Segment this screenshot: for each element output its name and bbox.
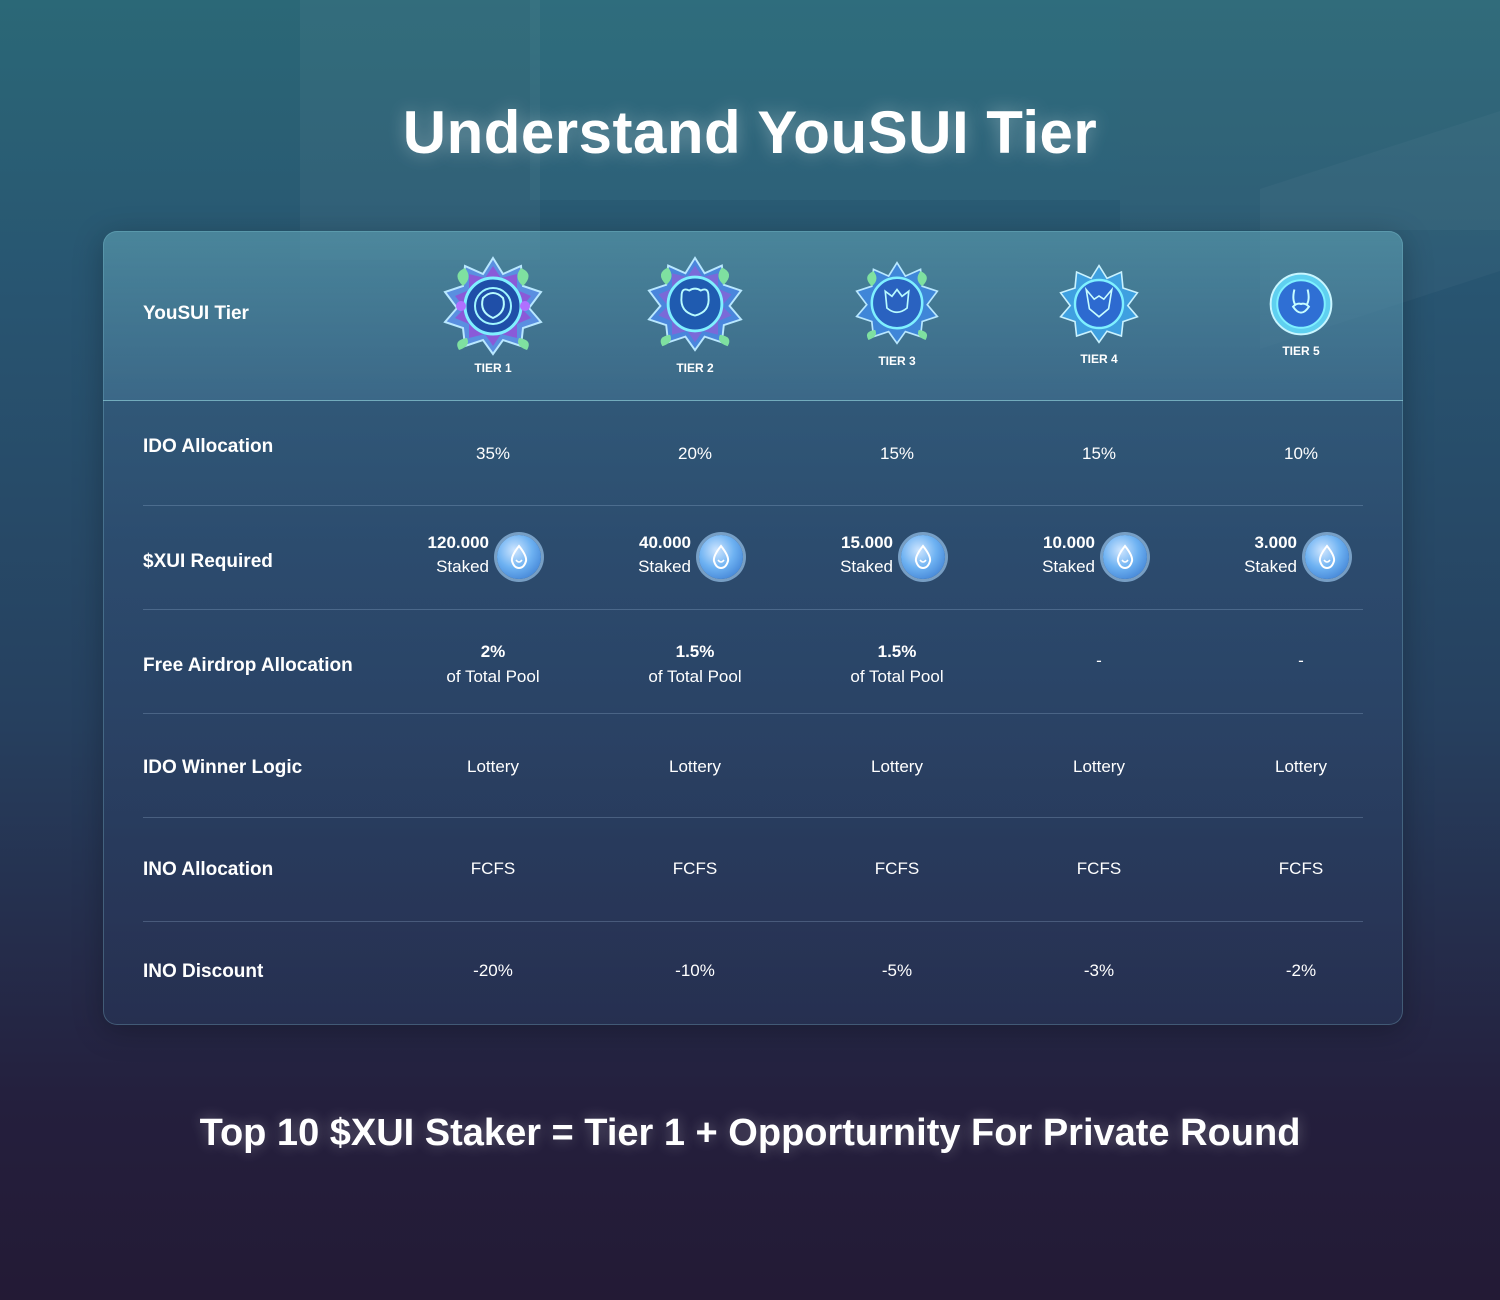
ino-allocation-tier-1: FCFS (470, 859, 516, 878)
bear-emblem-icon (647, 256, 743, 352)
free-airdrop-tier-2: 1.5% of Total Pool (648, 642, 742, 686)
row-divider (143, 713, 1363, 714)
free-airdrop-tier-4: - (1096, 651, 1102, 670)
ino-discount-tier-3: -5% (881, 961, 913, 980)
xui-required-tier-3: 15.000 Staked (797, 531, 997, 587)
row-label-xui-required: $XUI Required (143, 551, 273, 572)
tier-3-caption: TIER 3 (878, 354, 916, 368)
ino-allocation-tier-3: FCFS (874, 859, 920, 878)
tier-table: YouSUI Tier TIER 1 TIER 2 TI (103, 231, 1403, 1025)
row-label-ido-allocation: IDO Allocation (143, 436, 274, 457)
lion-emblem-icon (855, 261, 939, 345)
free-airdrop-tier-1: 2% of Total Pool (446, 642, 540, 686)
bear-emblem-icon (443, 256, 543, 356)
fox-emblem-icon (1059, 264, 1139, 344)
tier-2-caption: TIER 2 (676, 361, 714, 375)
row-label-free-airdrop: Free Airdrop Allocation (143, 655, 353, 676)
footer-note: Top 10 $XUI Staker = Tier 1 + Opporturni… (199, 1112, 1301, 1154)
row-divider (143, 505, 1363, 506)
xui-required-tier-4: 10.000 Staked (999, 531, 1199, 587)
tier-5-caption: TIER 5 (1282, 344, 1320, 358)
sui-drop-coin-icon (699, 535, 743, 579)
rabbit-emblem-icon (1269, 272, 1333, 336)
page-title: Understand YouSUI Tier (402, 99, 1098, 166)
ino-allocation-tier-5: FCFS (1278, 859, 1324, 878)
row-label-ido-winner-logic: IDO Winner Logic (143, 757, 303, 778)
xui-required-tier-2: 40.000 Staked (595, 531, 795, 587)
free-airdrop-tier-3: 1.5% of Total Pool (850, 642, 944, 686)
ido-allocation-tier-2: 20% (677, 444, 713, 463)
row-divider (143, 817, 1363, 818)
tier-4-caption: TIER 4 (1080, 352, 1118, 366)
ido-allocation-tier-1: 35% (475, 444, 511, 463)
header-label: YouSUI Tier (143, 303, 249, 324)
ino-discount-tier-5: -2% (1285, 961, 1317, 980)
row-label-ino-discount: INO Discount (143, 961, 264, 982)
free-airdrop-tier-5: - (1298, 651, 1304, 670)
ino-allocation-tier-2: FCFS (672, 859, 718, 878)
row-label-ino-allocation: INO Allocation (143, 859, 274, 880)
sui-drop-coin-icon (901, 535, 945, 579)
ido-allocation-tier-3: 15% (879, 444, 915, 463)
ido-winner-logic-tier-2: Lottery (669, 757, 721, 776)
row-divider (143, 921, 1363, 922)
xui-required-tier-1: 120.000 Staked (393, 531, 593, 587)
row-divider (143, 609, 1363, 610)
ido-winner-logic-tier-5: Lottery (1275, 757, 1327, 776)
ido-winner-logic-tier-3: Lottery (871, 757, 923, 776)
ido-winner-logic-tier-1: Lottery (467, 757, 519, 776)
ido-allocation-tier-4: 15% (1081, 444, 1117, 463)
sui-drop-coin-icon (1103, 535, 1147, 579)
ino-discount-tier-4: -3% (1083, 961, 1115, 980)
sui-drop-coin-icon (497, 535, 541, 579)
ino-discount-tier-1: -20% (473, 961, 513, 980)
ino-discount-tier-2: -10% (675, 961, 715, 980)
tier-1-caption: TIER 1 (474, 361, 512, 375)
ino-allocation-tier-4: FCFS (1076, 859, 1122, 878)
ido-allocation-tier-5: 10% (1283, 444, 1319, 463)
ido-winner-logic-tier-4: Lottery (1073, 757, 1125, 776)
sui-drop-coin-icon (1305, 535, 1349, 579)
tier-header-row: YouSUI Tier TIER 1 TIER 2 TI (103, 231, 1403, 401)
xui-required-tier-5: 3.000 Staked (1201, 531, 1401, 587)
